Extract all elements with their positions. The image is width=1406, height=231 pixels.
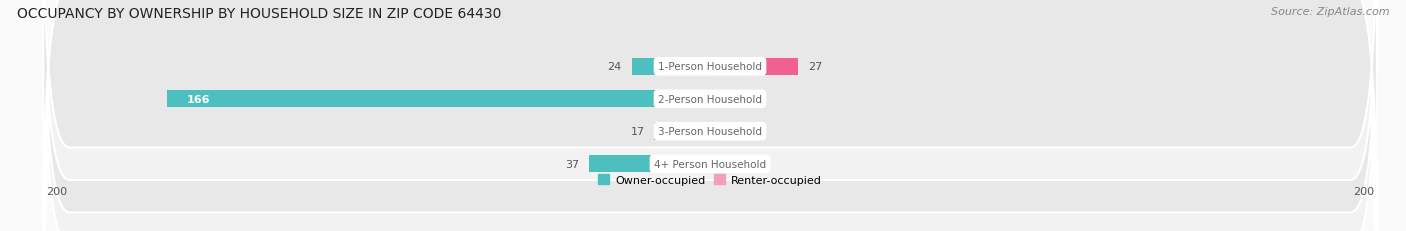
Text: 27: 27 bbox=[808, 62, 823, 72]
Text: 2-Person Household: 2-Person Household bbox=[658, 94, 762, 104]
Bar bbox=[167, 91, 710, 108]
Text: 8: 8 bbox=[747, 94, 754, 104]
Bar bbox=[589, 156, 710, 172]
Text: 37: 37 bbox=[565, 159, 579, 169]
FancyBboxPatch shape bbox=[44, 0, 1376, 231]
Text: Source: ZipAtlas.com: Source: ZipAtlas.com bbox=[1271, 7, 1389, 17]
Text: 1-Person Household: 1-Person Household bbox=[658, 62, 762, 72]
Text: 0: 0 bbox=[720, 159, 727, 169]
Bar bbox=[654, 123, 710, 140]
Text: 4+ Person Household: 4+ Person Household bbox=[654, 159, 766, 169]
Text: 17: 17 bbox=[630, 127, 644, 137]
FancyBboxPatch shape bbox=[44, 0, 1376, 231]
Bar bbox=[710, 123, 717, 140]
Bar bbox=[710, 59, 799, 75]
Bar bbox=[631, 59, 710, 75]
Legend: Owner-occupied, Renter-occupied: Owner-occupied, Renter-occupied bbox=[599, 175, 821, 185]
FancyBboxPatch shape bbox=[44, 0, 1376, 231]
Text: 24: 24 bbox=[607, 62, 621, 72]
Text: OCCUPANCY BY OWNERSHIP BY HOUSEHOLD SIZE IN ZIP CODE 64430: OCCUPANCY BY OWNERSHIP BY HOUSEHOLD SIZE… bbox=[17, 7, 502, 21]
Text: 3-Person Household: 3-Person Household bbox=[658, 127, 762, 137]
Text: 166: 166 bbox=[187, 94, 211, 104]
Bar bbox=[710, 91, 737, 108]
Text: 2: 2 bbox=[727, 127, 734, 137]
FancyBboxPatch shape bbox=[44, 0, 1376, 231]
